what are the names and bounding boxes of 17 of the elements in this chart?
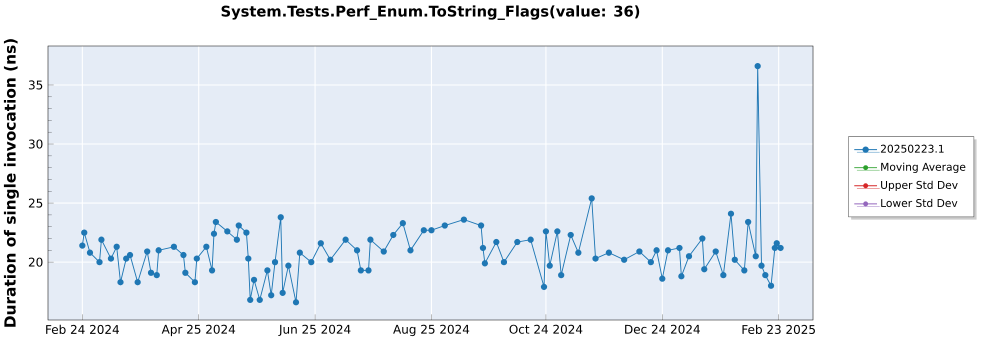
x-tick-label: Oct 24 2024 — [510, 324, 582, 334]
x-tick-label: Feb 23 2025 — [742, 324, 815, 334]
y-axis-title: Duration of single invocation (ns) — [4, 39, 19, 327]
y-tick-label: 30 — [28, 139, 42, 149]
legend-label: Moving Average — [881, 162, 966, 173]
chart-title: System.Tests.Perf_Enum.ToString_Flags(value: 36) — [222, 5, 640, 20]
x-tick-label: Feb 24 2024 — [46, 324, 119, 334]
x-tick-label: Dec 24 2024 — [625, 324, 700, 334]
x-tick-label: Aug 25 2024 — [393, 324, 470, 336]
y-tick-label: 25 — [28, 198, 42, 208]
legend-label: 20250223.1 — [880, 144, 944, 153]
legend-label: Upper Std Dev — [881, 180, 958, 192]
y-tick-label: 20 — [28, 258, 42, 267]
y-tick-label: 35 — [28, 80, 42, 90]
x-tick-label: Apr 25 2024 — [162, 324, 236, 336]
legend-label: Lower Std Dev — [881, 198, 958, 208]
x-tick-label: Jun 25 2024 — [278, 324, 350, 336]
